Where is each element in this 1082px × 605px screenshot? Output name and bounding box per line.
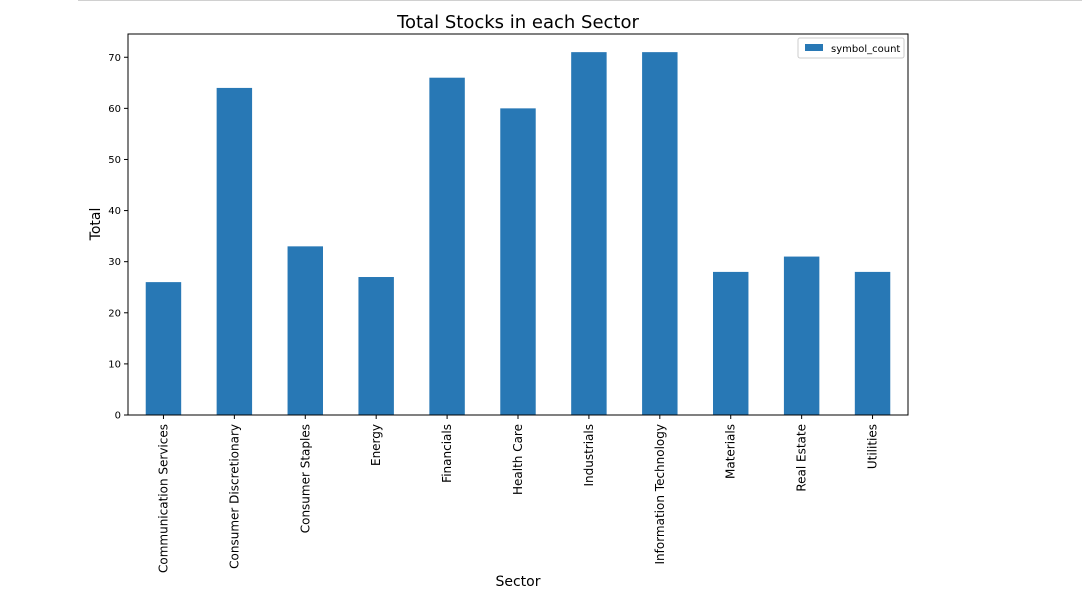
bar-consumer-discretionary [216,87,253,416]
x-tick-label: Health Care [511,424,525,495]
x-axis-label: Sector [495,574,540,590]
y-tick-label: 60 [108,104,121,115]
x-tick-label: Energy [369,424,383,466]
bars-group [145,52,891,416]
y-tick-label: 40 [108,206,121,217]
bar-health-care [500,108,536,416]
y-tick-label: 70 [108,53,121,64]
legend-swatch [805,44,823,51]
x-tick-label: Communication Services [156,424,170,573]
x-tick-label: Information Technology [653,424,667,565]
x-tick-label: Consumer Discretionary [227,424,241,569]
legend: symbol_count [797,37,905,59]
y-tick-label: 0 [115,411,121,422]
x-tick-label: Consumer Staples [298,424,312,533]
bar-utilities [854,271,891,415]
bar-industrials [571,52,607,415]
x-tick-label: Industrials [582,424,596,487]
y-tick-label: 10 [108,359,121,370]
x-tick-label: Financials [440,424,454,483]
y-tick-label: 30 [108,257,121,268]
bar-real-estate [783,256,820,415]
bar-materials [713,271,749,415]
bar-communication-services [145,282,182,415]
bar-energy [358,277,394,415]
y-tick-label: 50 [108,155,121,166]
y-axis-ticks: 0 10 20 30 40 50 60 70 [108,53,128,422]
bar-financials [429,77,465,415]
legend-label: symbol_count [831,44,900,55]
bar-consumer-staples [287,246,323,415]
top-divider [78,0,1082,1]
chart-title: Total Stocks in each Sector [396,12,639,33]
x-tick-label: Utilities [866,424,880,469]
legend-box [797,37,905,59]
x-tick-label: Real Estate [795,424,809,492]
bar-information-technology [642,52,678,415]
plot-frame [127,33,909,416]
x-axis-ticks: Communication Services Consumer Discretio… [156,415,880,573]
y-tick-label: 20 [108,308,121,319]
y-axis-label: Total [88,208,104,242]
x-tick-label: Materials [724,424,738,479]
